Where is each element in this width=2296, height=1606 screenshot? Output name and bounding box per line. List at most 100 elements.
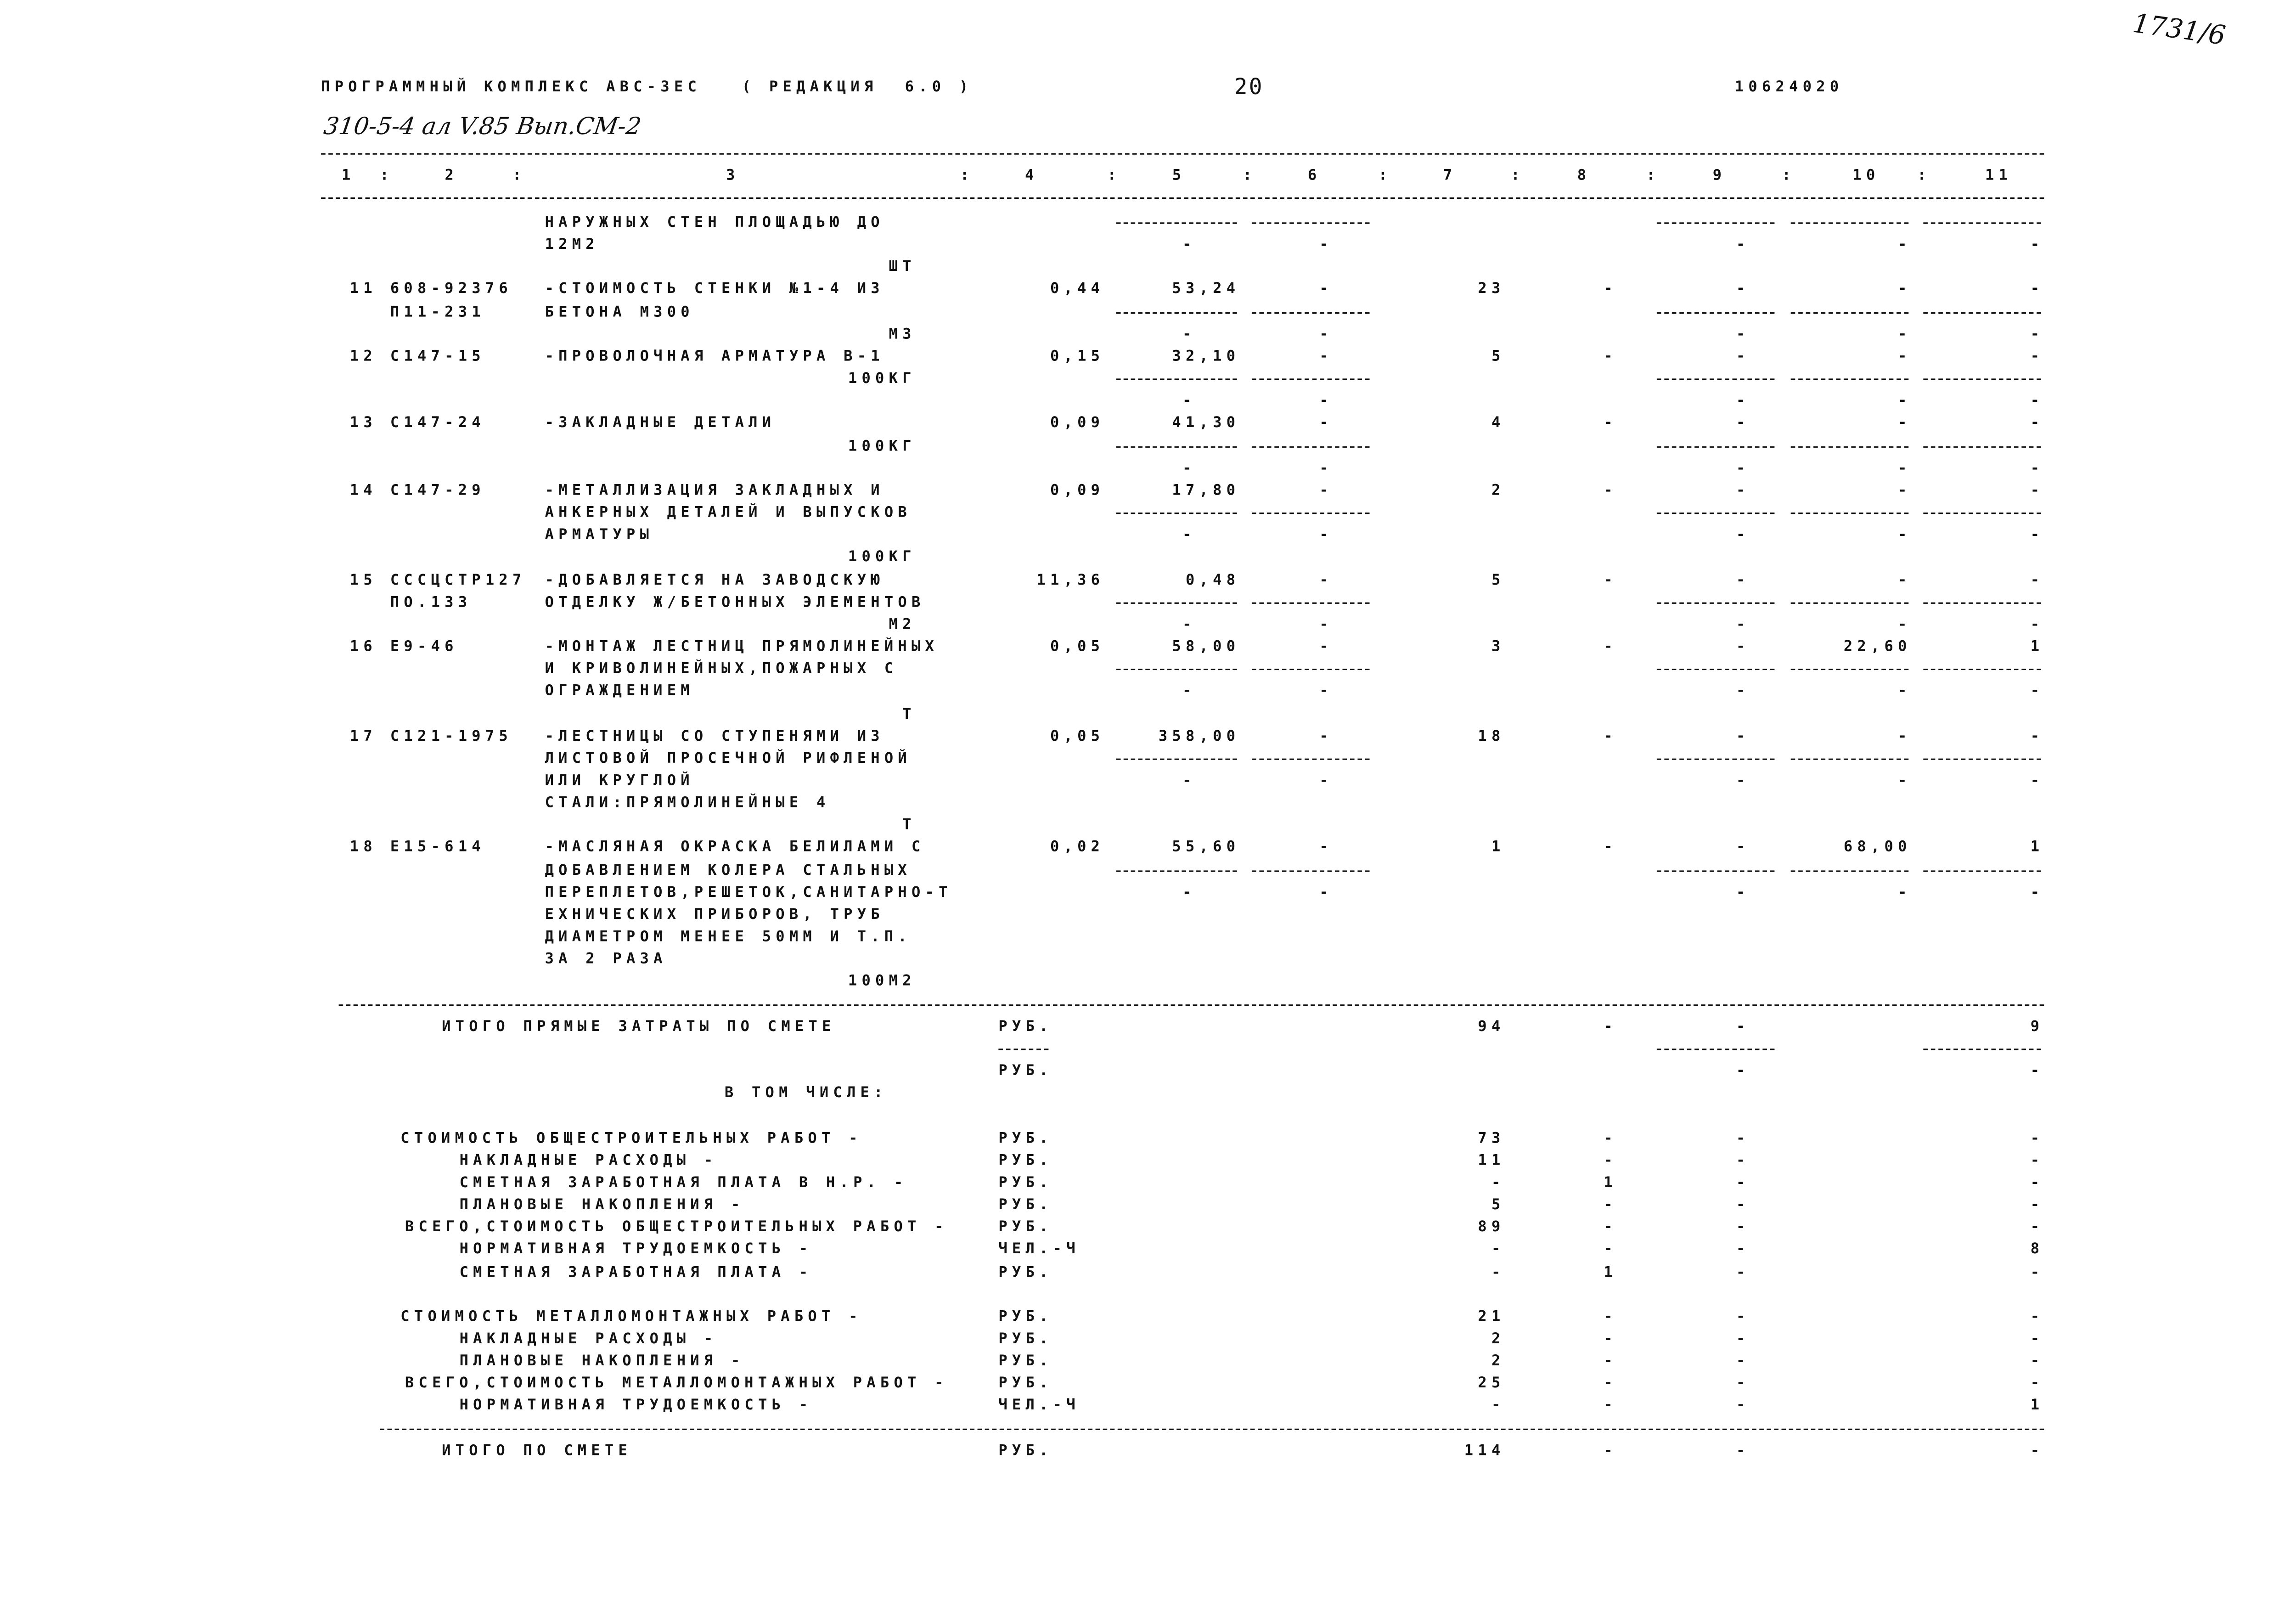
header-rule-top (321, 153, 2044, 155)
col9-value: - (1736, 617, 1745, 633)
unit-label: РУБ. (998, 1197, 1053, 1214)
summary-label: НОРМАТИВНАЯ ТРУДОЕМКОСТЬ - (459, 1398, 813, 1415)
work-description: СТАЛИ:ПРЯМОЛИНЕЙНЫЕ 4 (545, 795, 830, 812)
quantity: 0,44 (1050, 282, 1105, 299)
separator-col11 (1923, 758, 2041, 760)
column-header-5: 5 (1172, 168, 1186, 184)
separator-col6 (1251, 669, 1370, 671)
summary-label: ВСЕГО,СТОИМОСТЬ МЕТАЛЛОМОНТАЖНЫХ РАБОТ - (405, 1376, 948, 1392)
col9-value: - (1736, 840, 1745, 857)
unit-of-measure: Т (902, 706, 916, 723)
col9-value: - (1736, 1309, 1745, 1325)
quantity: 0,05 (1050, 728, 1105, 745)
unit-of-measure: М2 (889, 617, 916, 633)
separator-col11 (1923, 378, 2041, 380)
col8-value: - (1604, 1153, 1613, 1169)
column-separator: : (1378, 168, 1392, 184)
summary-label: ВСЕГО,СТОИМОСТЬ ОБЩЕСТРОИТЕЛЬНЫХ РАБОТ - (405, 1219, 948, 1236)
summary-label: В ТОМ ЧИСЛЕ: (724, 1086, 888, 1102)
work-description: ПЕРЕПЛЕТОВ,РЕШЕТОК,САНИТАРНО-Т (545, 885, 952, 902)
col10-value: - (1898, 617, 1912, 633)
column-header-10: 10 (1852, 168, 1880, 184)
unit-of-measure: Т (902, 817, 916, 834)
work-description: ЗА 2 РАЗА (545, 952, 667, 968)
column-separator: : (1107, 168, 1121, 184)
col10-value: - (1898, 572, 1912, 589)
unit-label: РУБ. (998, 1443, 1053, 1459)
unit-of-measure: 100М2 (848, 974, 916, 991)
col8-value: - (1604, 1353, 1613, 1370)
col11-value: - (2030, 1063, 2044, 1080)
col11-value: - (2030, 885, 2044, 902)
unit-price: 53,24 (1172, 282, 1240, 299)
col9-value: - (1736, 1153, 1745, 1169)
separator-col11 (1923, 222, 2041, 224)
handwritten-corner-mark: 1731/6 (2131, 8, 2228, 52)
work-description: -МОНТАЖ ЛЕСТНИЦ ПРЯМОЛИНЕЙНЫХ (545, 639, 939, 656)
separator-col10 (1790, 311, 1909, 313)
col7-value: - (1491, 1175, 1505, 1192)
work-description: ДОБАВЛЕНИЕМ КОЛЕРА СТАЛЬНЫХ (545, 862, 912, 879)
separator-col9 (1656, 1048, 1775, 1050)
col11-value: - (2030, 1153, 2044, 1169)
col5-value: - (1182, 237, 1192, 254)
col9-value: - (1736, 483, 1745, 499)
col10-value: - (1898, 394, 1912, 410)
col7-value: 5 (1491, 572, 1505, 589)
summary-label: СТОИМОСТЬ МЕТАЛЛОМОНТАЖНЫХ РАБОТ - (400, 1309, 862, 1325)
col8-value: - (1604, 728, 1613, 745)
unit-label: РУБ. (998, 1130, 1053, 1147)
column-header-7: 7 (1443, 168, 1457, 184)
col6-value: - (1319, 237, 1328, 254)
unit-label: РУБ. (998, 1309, 1053, 1325)
col7-value: 3 (1491, 639, 1505, 656)
col6-value: - (1319, 617, 1328, 633)
col6-value: - (1319, 639, 1328, 656)
unit-price: 358,00 (1158, 728, 1240, 745)
separator-col5 (1116, 758, 1237, 760)
col11-value: - (2030, 460, 2044, 477)
separator-col9 (1656, 222, 1775, 224)
column-separator: : (380, 168, 394, 184)
unit-price: 58,00 (1172, 639, 1240, 656)
col8-value: - (1604, 572, 1613, 589)
separator-col9 (1656, 513, 1775, 514)
column-separator: : (1917, 168, 1931, 184)
column-header-1: 1 (342, 168, 355, 184)
separator-currency (998, 1048, 1049, 1050)
header-rule-bottom (321, 197, 2044, 199)
col9-value: - (1736, 237, 1745, 254)
column-separator: : (1646, 168, 1660, 184)
separator-col5 (1116, 513, 1237, 514)
col10-value: 68,00 (1843, 840, 1912, 857)
col9-value: - (1736, 1353, 1745, 1370)
col6-value: - (1319, 773, 1328, 789)
col11-value: 8 (2030, 1242, 2044, 1258)
col8-value: - (1604, 1443, 1613, 1459)
separator-col5 (1116, 445, 1237, 447)
separator-col6 (1251, 602, 1370, 603)
col8-value: - (1604, 1130, 1613, 1147)
col11-value: - (2030, 527, 2044, 544)
col8-value: 1 (1604, 1175, 1613, 1192)
col11-value: 1 (2030, 639, 2044, 656)
separator-col10 (1790, 378, 1909, 380)
col11-value: - (2030, 728, 2044, 745)
unit-price: 32,10 (1172, 349, 1240, 366)
col7-value: 18 (1478, 728, 1505, 745)
col10-value: - (1898, 327, 1912, 343)
col10-value: - (1898, 237, 1912, 254)
col6-value: - (1319, 483, 1328, 499)
col7-value: 5 (1491, 349, 1505, 366)
separator-col9 (1656, 602, 1775, 603)
col10-value: - (1898, 282, 1912, 299)
col10-value: - (1898, 885, 1912, 902)
col8-value: - (1604, 1242, 1613, 1258)
col11-value: - (2030, 572, 2044, 589)
separator-col10 (1790, 602, 1909, 603)
rate-code: С147-24 (390, 416, 485, 433)
col8-value: 1 (1604, 1264, 1613, 1281)
col7-value: 94 (1478, 1019, 1505, 1035)
unit-label: РУБ. (998, 1175, 1053, 1192)
work-description: -МЕТАЛЛИЗАЦИЯ ЗАКЛАДНЫХ И (545, 483, 884, 499)
